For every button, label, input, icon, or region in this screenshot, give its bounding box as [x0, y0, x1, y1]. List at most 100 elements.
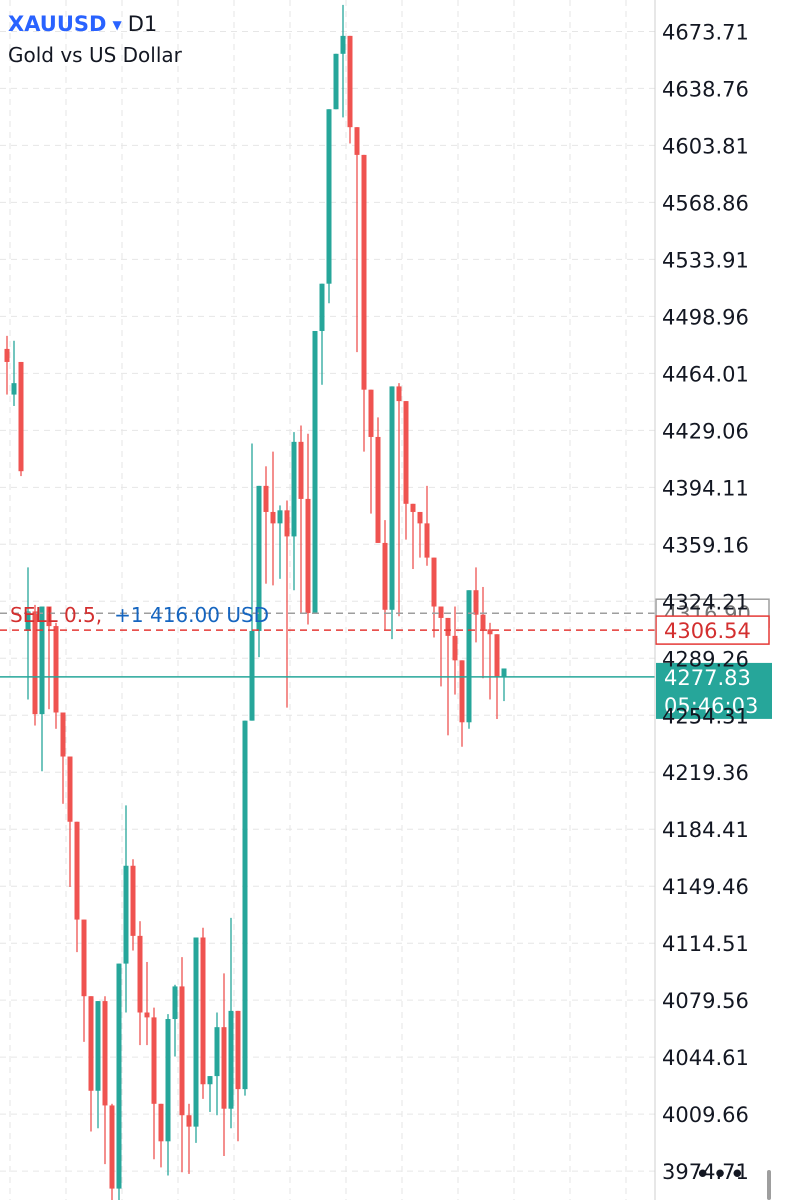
candle-body [95, 1001, 101, 1091]
order-label[interactable]: SELL 0.5, +1 416.00 USD [10, 603, 269, 627]
candle-body [340, 35, 346, 54]
candle [165, 1014, 171, 1176]
candle-body [74, 821, 80, 920]
candle-body [137, 935, 143, 1013]
symbol-dropdown-icon[interactable]: ▼ [112, 17, 122, 32]
candle-body [186, 1115, 192, 1127]
candle-body [88, 996, 94, 1091]
candle-body [151, 1017, 157, 1104]
candle [466, 590, 472, 729]
candle-body [11, 383, 17, 395]
y-tick-label: 4464.01 [662, 362, 749, 386]
candle [123, 805, 129, 1013]
candle [305, 433, 311, 625]
candle-body [452, 635, 458, 661]
symbol-name[interactable]: XAUUSD [8, 12, 107, 36]
y-tick-label: 4149.46 [662, 875, 749, 899]
candle [326, 109, 332, 304]
candle [473, 567, 479, 643]
candle [193, 937, 199, 1143]
candle [130, 859, 136, 951]
y-tick-label: 4638.76 [662, 77, 749, 101]
candle [172, 984, 178, 1057]
candle [291, 432, 297, 591]
candle [382, 520, 388, 630]
candle-body [39, 606, 45, 715]
candle-body [312, 330, 318, 614]
candle [39, 606, 45, 772]
y-tick-label: 3974.71 [662, 1160, 749, 1184]
price-axis[interactable]: 4673.71 4638.76 4603.81 4568.86 4533.91 4498.… [654, 0, 771, 1200]
last-price-tag [656, 662, 772, 719]
candle-body [277, 510, 283, 524]
candle-body [494, 634, 500, 677]
candle-body [60, 712, 66, 757]
scroll-handle[interactable] [767, 1170, 771, 1200]
candle [347, 35, 353, 144]
candle-body [53, 626, 59, 713]
candle [438, 606, 444, 687]
candle-body [172, 986, 178, 1020]
candle [487, 622, 493, 700]
candle [95, 1001, 101, 1129]
candles [4, 4, 507, 1200]
candle-body [347, 35, 353, 128]
candle [298, 425, 304, 614]
candle-body [242, 720, 248, 1090]
candle-body [466, 590, 472, 723]
candle-body [361, 154, 367, 390]
order-price-tag [655, 615, 770, 645]
candle-body [263, 485, 269, 512]
candle [396, 383, 402, 617]
candle-body [431, 557, 437, 607]
more-options-icon[interactable]: ••• [694, 1160, 747, 1190]
candle [431, 557, 437, 638]
candle-body [249, 630, 255, 721]
candle-body [81, 919, 87, 997]
chart-grid [0, 0, 655, 1200]
candle-body [298, 441, 304, 499]
candle-body [67, 756, 73, 822]
candle [368, 389, 374, 514]
bar-countdown-label: 05:46:03 [664, 694, 758, 718]
candle-body [228, 1010, 234, 1109]
y-tick-label: 4394.11 [662, 476, 749, 500]
candle [214, 1012, 220, 1116]
candle [424, 485, 430, 566]
candle [319, 283, 325, 385]
y-tick-label: 4324.21 [662, 590, 749, 614]
candle [11, 340, 17, 406]
candle-body [235, 1010, 241, 1090]
candle-body [305, 498, 311, 614]
candle [501, 668, 507, 702]
candle [4, 335, 10, 395]
candle [249, 443, 255, 721]
candle [242, 720, 248, 1096]
y-tick-label: 4359.16 [662, 533, 749, 557]
candle [60, 712, 66, 804]
candle-body [130, 865, 136, 936]
candle [109, 1103, 115, 1200]
candle-body [116, 963, 122, 1189]
candle [389, 386, 395, 640]
candle-body [165, 1019, 171, 1142]
candle [186, 1103, 192, 1174]
candle-body [473, 590, 479, 615]
order-side-volume: SELL 0.5, [10, 603, 102, 627]
candle-body [18, 361, 24, 472]
candle [235, 1010, 241, 1142]
candle-body [501, 668, 507, 677]
y-tick-label: 4498.96 [662, 305, 749, 329]
candle-body [438, 606, 444, 618]
candle-body [158, 1103, 164, 1142]
candle [410, 503, 416, 570]
candle [102, 996, 108, 1165]
candle [151, 1007, 157, 1160]
y-tick-label: 4289.26 [662, 647, 749, 671]
timeframe-label[interactable]: D1 [127, 12, 158, 36]
chart-header: XAUUSD ▼ D1 Gold vs US Dollar [8, 12, 182, 68]
candle [25, 567, 31, 700]
candle [354, 127, 360, 353]
candle-body [214, 1027, 220, 1077]
